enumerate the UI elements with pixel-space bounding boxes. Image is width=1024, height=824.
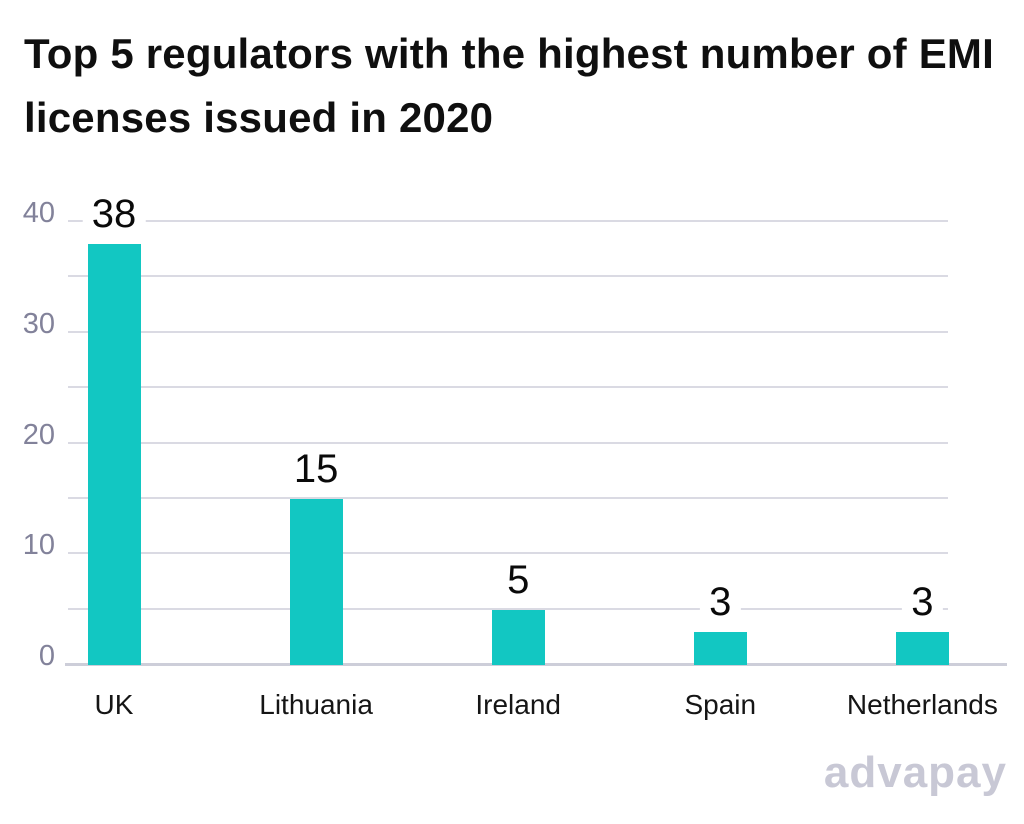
x-axis-label-lithuania: Lithuania (259, 689, 373, 720)
chart-title-line-2: licenses issued in 2020 (24, 94, 494, 141)
advapay-logo: advapay (823, 748, 1007, 797)
bar-ireland (491, 609, 545, 665)
gridline-y-30 (68, 330, 948, 333)
bar-value-label-spain: 3 (700, 579, 741, 624)
chart-title-line-1: Top 5 regulators with the highest number… (24, 30, 994, 77)
gridline-y-20 (68, 441, 948, 444)
bar-value-label-ireland: 5 (498, 557, 539, 602)
bar-value-label-uk: 38 (82, 192, 146, 237)
bar-spain (693, 631, 747, 665)
bar-netherlands (895, 631, 949, 665)
y-axis-tick-label-0: 0 (38, 640, 55, 672)
bar-value-label-netherlands: 3 (902, 579, 943, 624)
x-axis-label-ireland: Ireland (475, 689, 561, 720)
x-axis-label-netherlands: Netherlands (846, 689, 998, 720)
bar-uk (87, 244, 141, 665)
gridline-y-25 (68, 386, 948, 389)
gridline-y-35 (68, 275, 948, 278)
y-axis-tick-label-20: 20 (22, 418, 55, 451)
y-axis-tick-label-30: 30 (22, 307, 55, 340)
bar-lithuania (289, 498, 343, 665)
gridline-y-10 (68, 552, 948, 555)
bar-value-label-lithuania: 15 (284, 446, 348, 491)
gridline-y-5 (68, 607, 948, 610)
gridline-y-40 (68, 220, 948, 222)
y-axis-tick-label-10: 10 (22, 529, 55, 562)
y-axis-tick-label-40: 40 (22, 197, 55, 229)
chart-title: Top 5 regulators with the highest number… (24, 22, 1004, 150)
gridline-y-15 (68, 496, 948, 499)
x-axis-label-spain: Spain (684, 689, 757, 720)
x-axis-label-uk: UK (94, 689, 134, 720)
